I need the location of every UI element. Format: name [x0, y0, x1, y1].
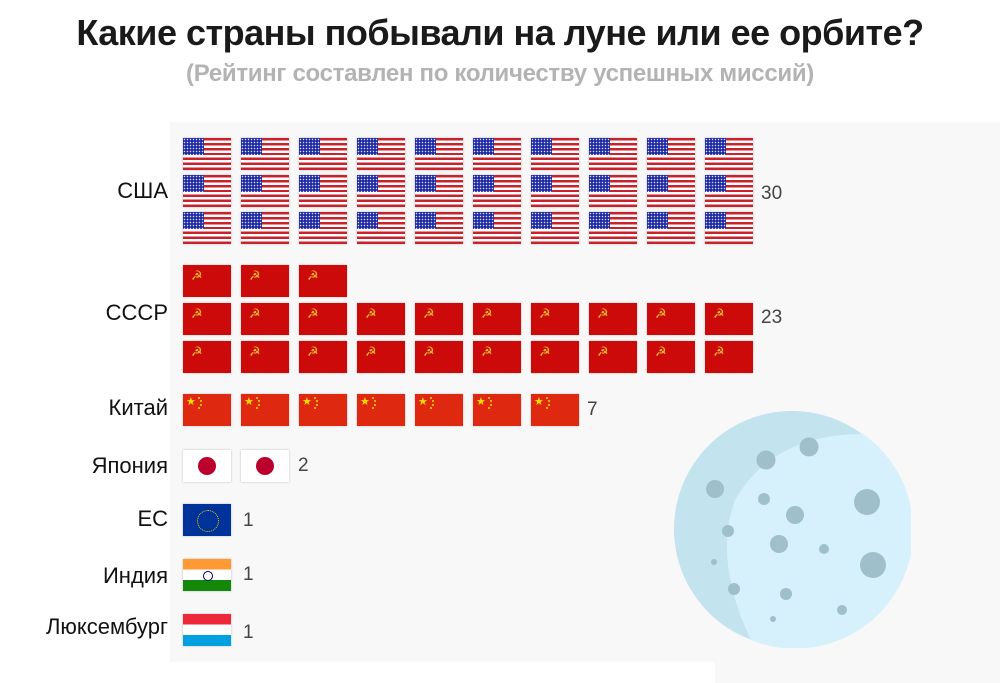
usa-flag-icon: [415, 175, 463, 207]
count-usa: 30: [761, 183, 783, 204]
ussr-flag-icon: [357, 341, 405, 373]
label-india: Индия: [102, 563, 168, 588]
usa-flag-icon: [473, 212, 521, 244]
moon-icon: [674, 411, 911, 648]
label-ussr: СССР: [105, 300, 168, 325]
luxembourg-flag-icon: [183, 614, 231, 646]
ussr-flag-icon: [531, 303, 579, 335]
usa-flag-icon: [589, 138, 637, 170]
count-ussr: 23: [761, 307, 783, 328]
ussr-flag-icon: [241, 265, 289, 297]
ussr-flag-icon: [241, 303, 289, 335]
label-eu: ЕС: [137, 506, 168, 531]
usa-flag-icon: [183, 212, 231, 244]
usa-flag-icon: [531, 212, 579, 244]
usa-flag-icon: [705, 138, 753, 170]
usa-flag-icon: [299, 138, 347, 170]
usa-flag-icon: [415, 138, 463, 170]
ussr-flag-icon: [473, 341, 521, 373]
usa-flag-icon: [357, 138, 405, 170]
ussr-flag-icon: [183, 341, 231, 373]
usa-flag-icon: [589, 175, 637, 207]
usa-flag-icon: [241, 175, 289, 207]
chart-title: Какие страны побывали на луне или ее орб…: [76, 12, 924, 53]
label-luxembourg: Люксембург: [45, 614, 168, 639]
usa-flag-icon: [589, 212, 637, 244]
count-japan: 2: [298, 455, 309, 476]
count-india: 1: [243, 564, 254, 585]
china-flag-icon: [473, 394, 521, 426]
label-china: Китай: [108, 395, 168, 420]
usa-flag-icon: [241, 138, 289, 170]
label-usa: США: [117, 178, 168, 203]
india-flag-icon: [183, 559, 231, 591]
panel-corner: [170, 662, 715, 683]
china-flag-icon: [183, 394, 231, 426]
usa-flag-icon: [241, 212, 289, 244]
count-china: 7: [587, 399, 598, 420]
ussr-flag-icon: [299, 265, 347, 297]
ussr-flag-icon: [299, 341, 347, 373]
usa-flag-icon: [647, 212, 695, 244]
ussr-flag-icon: [473, 303, 521, 335]
chart-subtitle: (Рейтинг составлен по количеству успешны…: [186, 60, 814, 87]
ussr-flag-icon: [299, 303, 347, 335]
ussr-flag-icon: [589, 341, 637, 373]
ussr-flag-icon: [415, 303, 463, 335]
usa-flag-icon: [473, 138, 521, 170]
ussr-flag-icon: [183, 265, 231, 297]
eu-flag-icon: [183, 504, 231, 536]
ussr-flag-icon: [357, 303, 405, 335]
china-flag-icon: [357, 394, 405, 426]
china-flag-icon: [415, 394, 463, 426]
ussr-flag-icon: [705, 341, 753, 373]
japan-flag-icon: [183, 450, 231, 482]
usa-flag-icon: [299, 175, 347, 207]
china-flag-icon: [531, 394, 579, 426]
china-flag-icon: [299, 394, 347, 426]
ussr-flag-icon: [705, 303, 753, 335]
ussr-flag-icon: [647, 303, 695, 335]
count-eu: 1: [243, 510, 254, 531]
usa-flag-icon: [705, 212, 753, 244]
ussr-flag-icon: [183, 303, 231, 335]
count-luxembourg: 1: [243, 622, 254, 643]
usa-flag-icon: [299, 212, 347, 244]
japan-flag-icon: [241, 450, 289, 482]
ussr-flag-icon: [647, 341, 695, 373]
usa-flag-icon: [183, 175, 231, 207]
usa-flag-icon: [531, 138, 579, 170]
usa-flag-icon: [705, 175, 753, 207]
usa-flag-icon: [531, 175, 579, 207]
usa-flag-icon: [183, 138, 231, 170]
ussr-flag-icon: [241, 341, 289, 373]
ussr-flag-icon: [589, 303, 637, 335]
label-japan: Япония: [91, 453, 168, 478]
ussr-flag-icon: [531, 341, 579, 373]
usa-flag-icon: [647, 138, 695, 170]
usa-flag-icon: [357, 175, 405, 207]
usa-flag-icon: [473, 175, 521, 207]
usa-flag-icon: [357, 212, 405, 244]
ussr-flag-icon: [415, 341, 463, 373]
china-flag-icon: [241, 394, 289, 426]
usa-flag-icon: [415, 212, 463, 244]
usa-flag-icon: [647, 175, 695, 207]
